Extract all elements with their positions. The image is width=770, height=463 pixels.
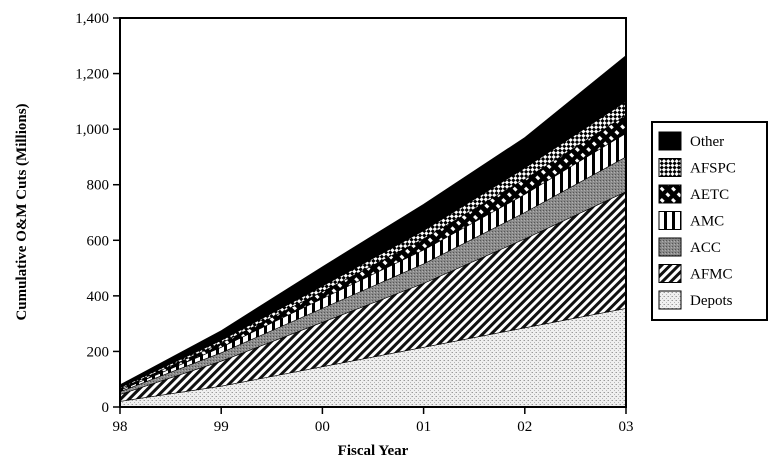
- legend-swatch-other: [658, 131, 682, 151]
- legend-swatch-afspc: [658, 158, 682, 177]
- y-tick-label: 1,400: [75, 11, 109, 27]
- legend-label-acc: ACC: [690, 240, 721, 256]
- y-tick-label: 1,000: [75, 122, 109, 138]
- axes: [119, 17, 627, 408]
- x-tick-label: 00: [315, 419, 330, 435]
- y-axis-ticks: 0 200 400 600 800 1,000 1,200 1,400: [75, 11, 120, 416]
- legend: Other AFSPC AETC AMC ACC AFMC Depots: [651, 121, 768, 321]
- x-tick-label: 01: [416, 419, 431, 435]
- y-tick-label: 0: [102, 400, 110, 416]
- legend-label-depots: Depots: [690, 293, 733, 309]
- legend-swatch-depots: [658, 290, 682, 310]
- legend-swatch-aetc: [658, 184, 682, 204]
- legend-label-amc: AMC: [690, 214, 724, 230]
- legend-swatch-amc: [658, 211, 682, 230]
- x-axis-title: Fiscal Year: [338, 443, 409, 459]
- y-tick-label: 800: [87, 178, 110, 194]
- x-axis-ticks: 98 99 00 01 02 03: [113, 407, 634, 435]
- x-tick-label: 99: [214, 419, 229, 435]
- plot-frame: [119, 17, 627, 408]
- y-tick-label: 1,200: [75, 67, 109, 83]
- x-tick-label: 03: [619, 419, 634, 435]
- legend-label-aetc: AETC: [690, 187, 729, 203]
- legend-label-afspc: AFSPC: [690, 161, 736, 177]
- y-tick-label: 200: [87, 344, 110, 360]
- y-axis-title: Cumulative O&M Cuts (Millions): [14, 103, 30, 320]
- x-tick-label: 02: [517, 419, 532, 435]
- legend-label-other: Other: [690, 134, 724, 150]
- y-tick-label: 600: [87, 233, 110, 249]
- legend-swatch-acc: [658, 237, 682, 257]
- legend-label-afmc: AFMC: [690, 267, 733, 283]
- legend-swatch-afmc: [658, 264, 682, 283]
- x-tick-label: 98: [113, 419, 128, 435]
- y-tick-label: 400: [87, 289, 110, 305]
- area-layers: [119, 54, 627, 408]
